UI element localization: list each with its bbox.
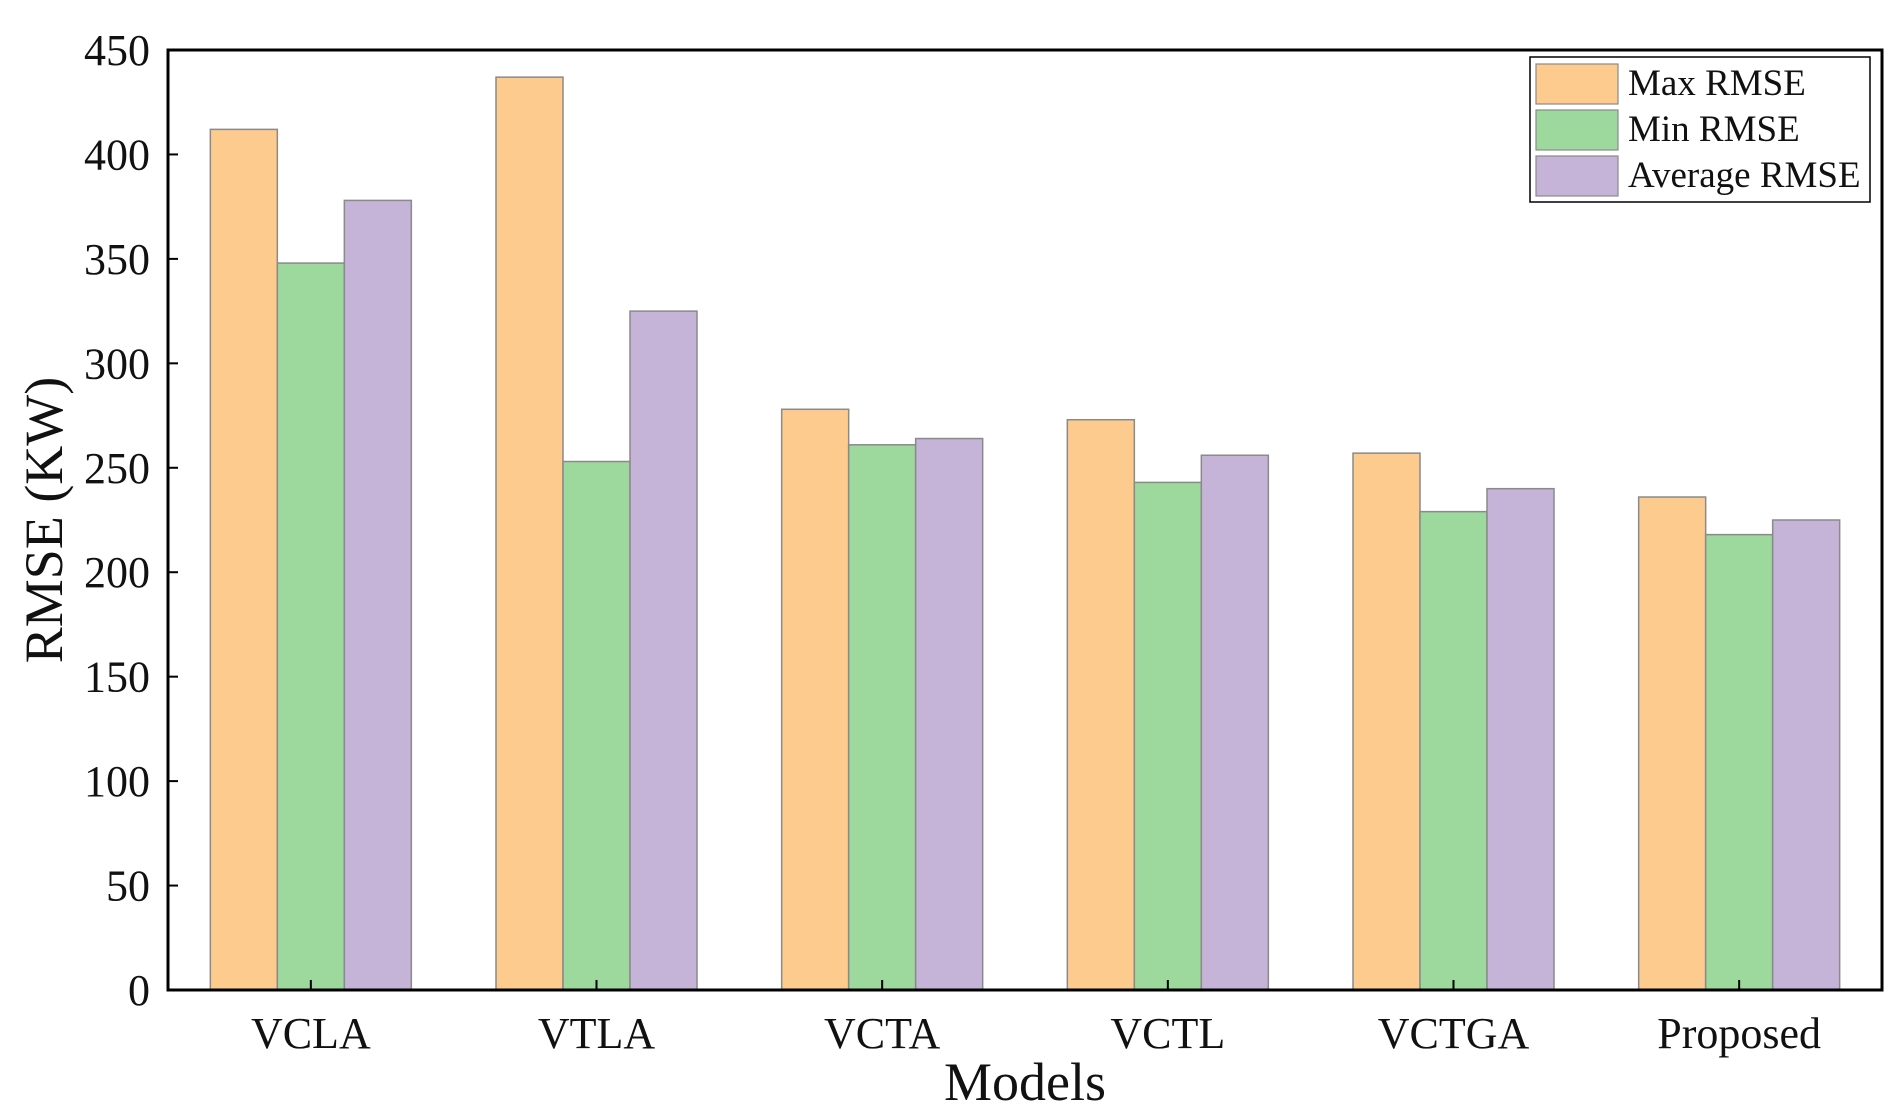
y-tick-label: 400 bbox=[84, 130, 150, 179]
bar-average-rmse-vctga bbox=[1486, 487, 1555, 991]
bar-average-rmse-vcta bbox=[914, 437, 984, 991]
y-tick-label: 250 bbox=[84, 444, 150, 493]
legend-label: Average RMSE bbox=[1628, 155, 1861, 196]
legend-label: Max RMSE bbox=[1628, 63, 1806, 104]
x-axis-title: Models bbox=[944, 1052, 1106, 1112]
y-tick-label: 200 bbox=[84, 548, 150, 597]
legend-swatch bbox=[1535, 63, 1619, 105]
bar-min-rmse-vcta bbox=[847, 444, 917, 991]
bar-max-rmse-proposed bbox=[1637, 496, 1707, 991]
bars-group bbox=[209, 76, 1841, 991]
x-tick-label: VCLA bbox=[251, 1009, 371, 1058]
bar-average-rmse-vcla bbox=[343, 199, 413, 991]
y-tick-label: 450 bbox=[84, 26, 150, 75]
bar-max-rmse-vtla bbox=[495, 76, 564, 991]
x-tick-label: VTLA bbox=[538, 1009, 656, 1058]
bar-max-rmse-vctga bbox=[1352, 452, 1421, 991]
bar-max-rmse-vcla bbox=[209, 128, 279, 991]
bar-average-rmse-proposed bbox=[1771, 519, 1841, 991]
y-tick-label: 0 bbox=[128, 966, 150, 1015]
x-tick-label: VCTA bbox=[824, 1009, 940, 1058]
legend: Max RMSE Min RMSE Average RMSE bbox=[1529, 56, 1871, 203]
y-tick-label: 150 bbox=[84, 653, 150, 702]
legend-swatch bbox=[1535, 109, 1619, 151]
bar-min-rmse-vtla bbox=[562, 460, 631, 991]
legend-swatch bbox=[1535, 155, 1619, 197]
bar-average-rmse-vtla bbox=[629, 310, 698, 991]
y-axis-ticks: 0 50 100 150 200 250 300 350 400 450 bbox=[84, 26, 178, 1015]
y-tick-label: 50 bbox=[106, 862, 150, 911]
y-tick-label: 300 bbox=[84, 339, 150, 388]
bar-min-rmse-vctga bbox=[1419, 510, 1488, 991]
y-axis-title: RMSE (KW) bbox=[14, 377, 74, 663]
x-tick-label: VCTGA bbox=[1378, 1009, 1530, 1058]
y-tick-label: 350 bbox=[84, 235, 150, 284]
bar-min-rmse-vctl bbox=[1133, 481, 1203, 991]
x-tick-label: Proposed bbox=[1657, 1009, 1821, 1058]
x-tick-label: VCTL bbox=[1110, 1009, 1225, 1058]
plot-frame bbox=[166, 48, 1884, 992]
x-axis-ticks: VCLA VTLA VCTA VCTL VCTGA Proposed bbox=[251, 980, 1821, 1058]
y-tick-label: 100 bbox=[84, 757, 150, 806]
bar-max-rmse-vctl bbox=[1066, 418, 1136, 991]
bar-min-rmse-proposed bbox=[1704, 533, 1774, 991]
bar-min-rmse-vcla bbox=[276, 262, 346, 991]
legend-label: Min RMSE bbox=[1628, 109, 1800, 150]
bar-average-rmse-vctl bbox=[1200, 454, 1270, 991]
bar-max-rmse-vcta bbox=[780, 408, 850, 991]
